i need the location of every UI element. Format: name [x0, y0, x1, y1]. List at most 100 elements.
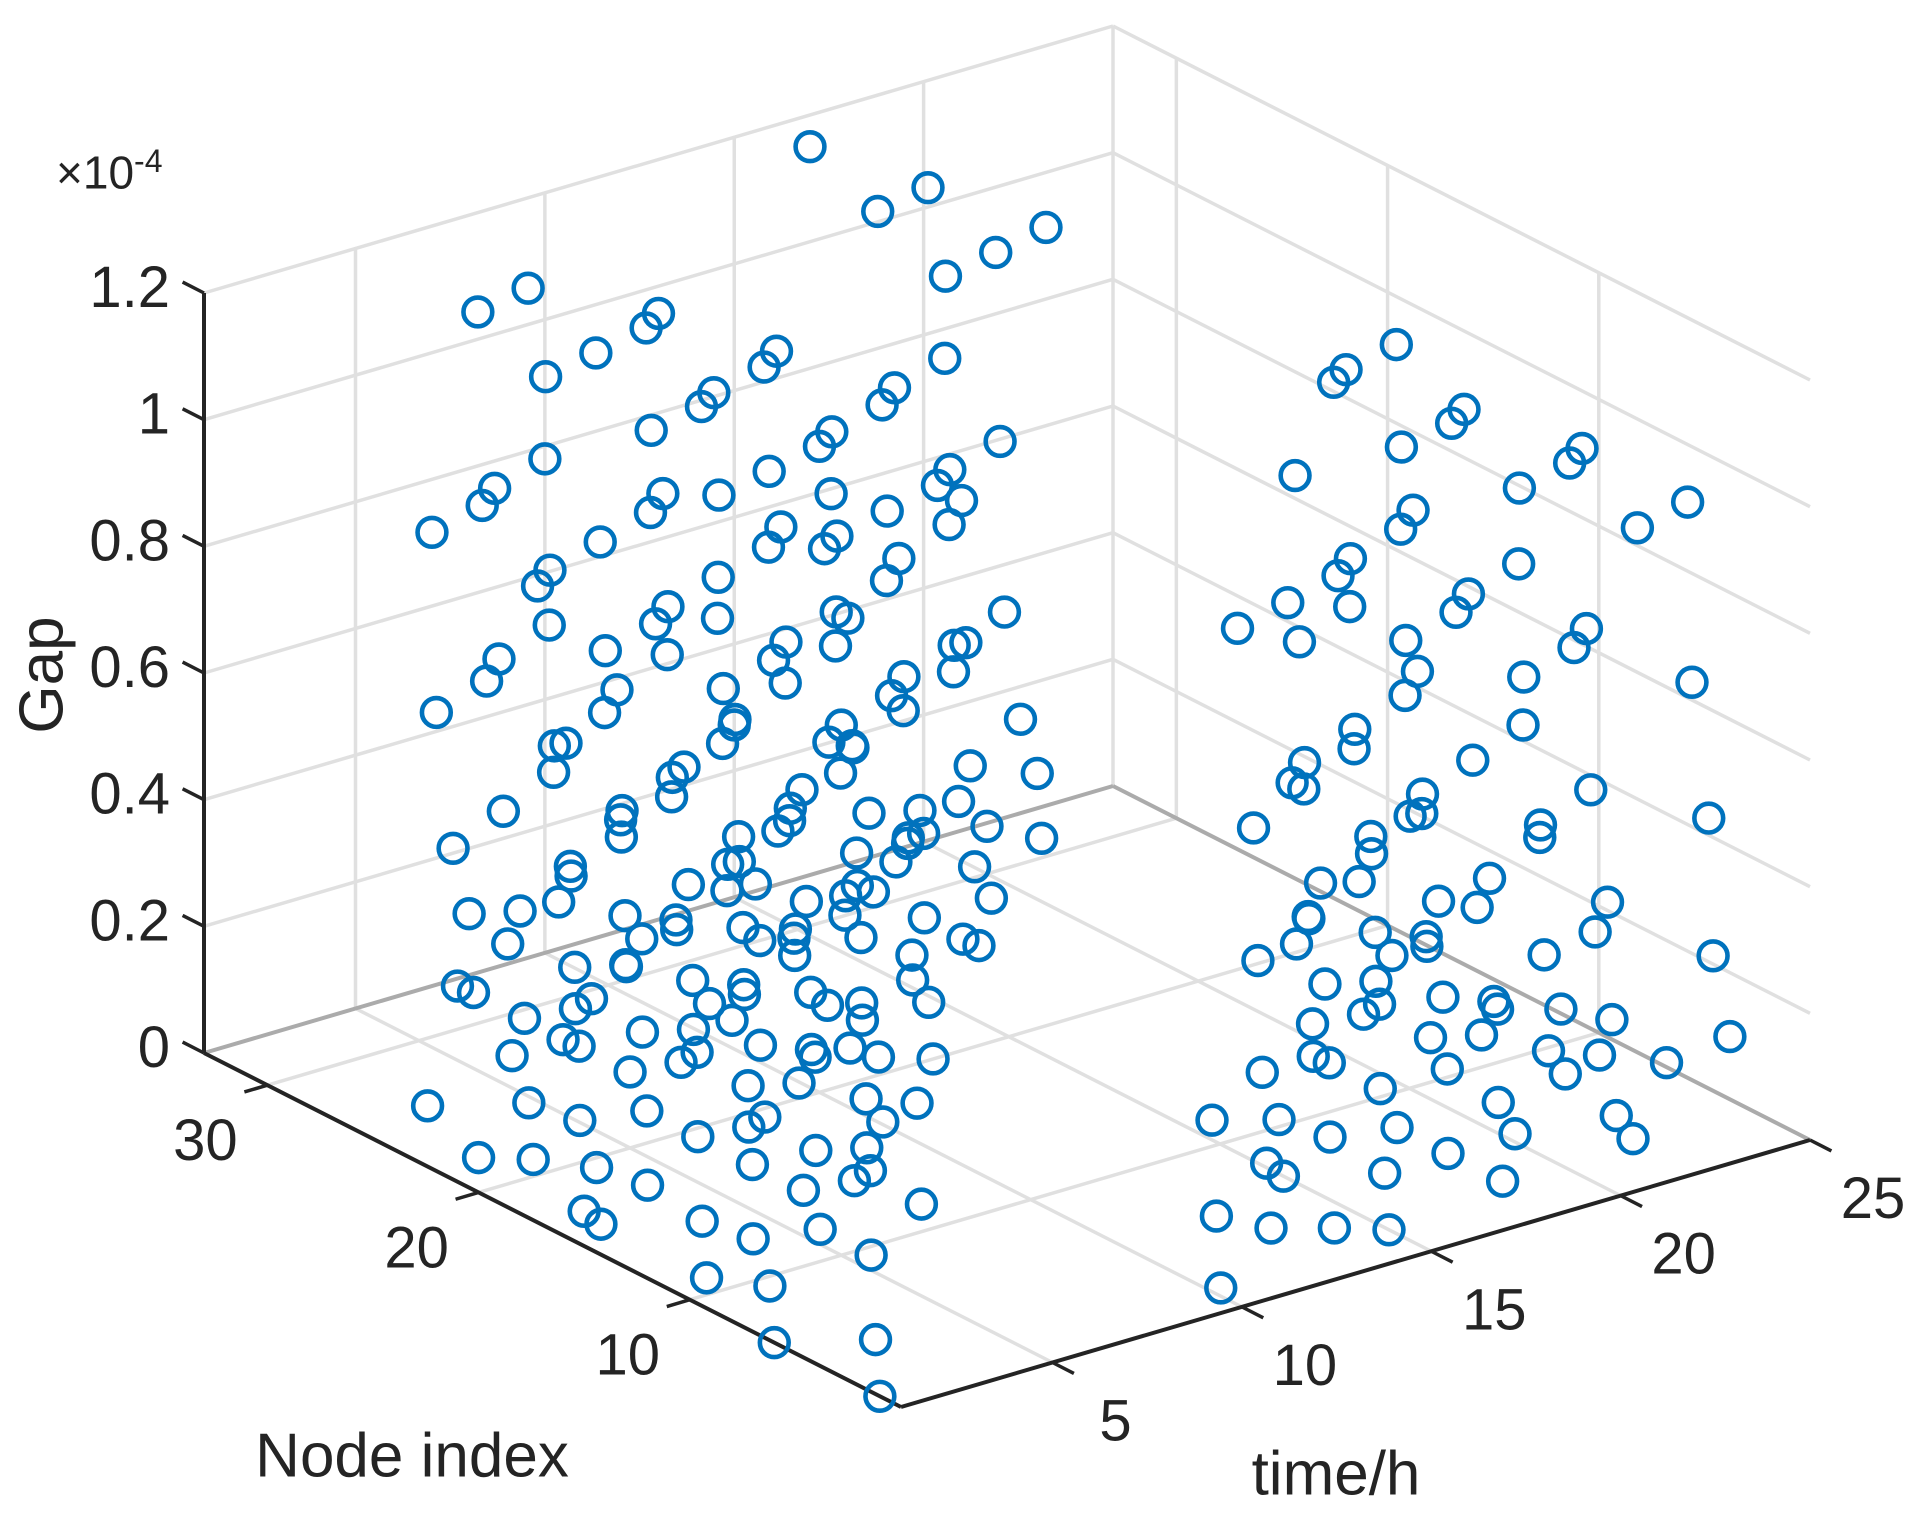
- scatter-marker: [1410, 929, 1444, 964]
- grid-z-right-wall: [1112, 657, 1811, 1015]
- scatter-marker: [903, 793, 937, 828]
- scatter-marker: [727, 968, 761, 1002]
- scatter-marker: [1003, 702, 1038, 736]
- scatter-marker: [440, 969, 475, 1003]
- grid-z-right-wall: [1112, 151, 1811, 509]
- scatter-marker: [833, 1031, 867, 1065]
- scatter-marker: [861, 194, 895, 229]
- scatter-marker: [920, 468, 955, 503]
- scatter-marker: [743, 1028, 778, 1062]
- scatter-marker: [1595, 1002, 1629, 1037]
- scatter-marker: [1358, 915, 1392, 950]
- box-top-right-edge: [1112, 24, 1811, 382]
- scatter-marker: [541, 885, 576, 919]
- scatter-marker: [844, 920, 878, 955]
- scatter-marker: [1029, 210, 1063, 245]
- scatter-marker: [735, 1147, 770, 1182]
- scatter-marker: [941, 784, 976, 819]
- time-tick-label: 15: [1462, 1277, 1527, 1342]
- scatter-marker: [970, 809, 1004, 844]
- scatter-marker: [1430, 1052, 1464, 1086]
- scatter-marker: [1342, 864, 1376, 899]
- scatter-marker: [604, 820, 639, 854]
- scatter-marker: [911, 170, 945, 205]
- grid-z-right-wall: [1112, 277, 1811, 635]
- scatter-marker: [1380, 1110, 1414, 1145]
- scatter-marker: [840, 868, 875, 903]
- z-axis-multiplier-exponent: -4: [134, 143, 163, 179]
- z-tick-label: 0.2: [89, 888, 170, 953]
- scatter-marker: [900, 1086, 934, 1120]
- scatter-marker: [579, 336, 613, 370]
- scatter-marker: [854, 1238, 888, 1272]
- scatter-marker: [850, 1131, 884, 1165]
- grid-node-floor: [266, 816, 1177, 1087]
- scatter-marker: [1599, 1098, 1633, 1133]
- scatter-marker: [721, 820, 756, 854]
- node-tick-label: 20: [384, 1215, 449, 1280]
- scatter-marker: [512, 1086, 546, 1120]
- z-axis-multiplier-base: ×10: [56, 146, 135, 199]
- scatter-marker: [579, 1150, 614, 1185]
- scatter-marker: [1316, 365, 1351, 399]
- scatter-marker: [845, 1003, 880, 1037]
- scatter-marker: [1675, 665, 1709, 699]
- scatter-marker: [1287, 772, 1321, 806]
- scatter-marker: [469, 664, 504, 698]
- scatter-marker: [1574, 773, 1608, 807]
- scatter-marker: [807, 532, 842, 566]
- scatter-marker: [803, 1212, 837, 1247]
- scatter-marker: [858, 1322, 893, 1357]
- scatter-marker: [536, 755, 571, 790]
- scatter-marker: [865, 388, 899, 422]
- scatter-marker: [1696, 939, 1730, 973]
- scatter-marker: [1713, 1019, 1747, 1054]
- scatter-marker: [949, 625, 983, 660]
- scatter-marker: [812, 725, 846, 759]
- scatter-marker: [748, 1100, 782, 1134]
- scatter-marker: [1620, 511, 1655, 545]
- scatter-marker: [962, 928, 996, 963]
- scatter-marker: [654, 780, 689, 814]
- scatter-marker: [1523, 808, 1558, 842]
- x-axis-title: time/h: [1251, 1439, 1421, 1509]
- scatter-marker: [1502, 471, 1537, 505]
- scatter-marker: [1544, 992, 1578, 1026]
- scatter-marker: [1241, 943, 1275, 978]
- scatter-marker: [625, 922, 659, 956]
- scatter-marker: [706, 671, 740, 706]
- grid-z-left-wall: [203, 150, 1114, 422]
- scatter-marker: [528, 442, 562, 476]
- scatter-marker: [516, 1142, 550, 1177]
- node-axis-line: [203, 1051, 902, 1409]
- scatter-marker: [799, 1133, 833, 1168]
- scatter-marker: [558, 950, 592, 985]
- z-axis-multiplier: ×10-4: [56, 143, 162, 199]
- scatter-marker: [625, 1015, 660, 1049]
- scatter-marker: [835, 729, 869, 763]
- scatter-marker: [895, 963, 930, 997]
- scatter-marker: [1501, 547, 1536, 581]
- scatter-marker: [528, 360, 563, 394]
- scatter-marker: [904, 1187, 939, 1221]
- y-axis-title: Node index: [255, 1421, 569, 1491]
- scatter-marker: [870, 494, 904, 528]
- scatter-marker: [727, 977, 762, 1012]
- time-tick-label: 5: [1099, 1389, 1131, 1454]
- scatter-marker: [650, 637, 684, 672]
- scatter-marker: [726, 910, 760, 945]
- scatter-marker: [747, 350, 781, 384]
- scatter-marker: [1527, 938, 1561, 972]
- scatter-marker: [974, 881, 1009, 915]
- scatter-marker: [722, 844, 757, 879]
- scatter-marker: [633, 495, 668, 530]
- scatter-marker: [906, 816, 941, 851]
- scatter-marker: [1409, 919, 1443, 954]
- scatter-marker: [503, 894, 537, 928]
- scatter-marker: [936, 655, 971, 689]
- scatter-marker: [853, 1154, 888, 1188]
- scatter-marker: [1303, 866, 1338, 900]
- scatter-marker: [1383, 512, 1418, 546]
- scatter-marker: [1405, 796, 1439, 831]
- scatter-marker: [1254, 1211, 1288, 1245]
